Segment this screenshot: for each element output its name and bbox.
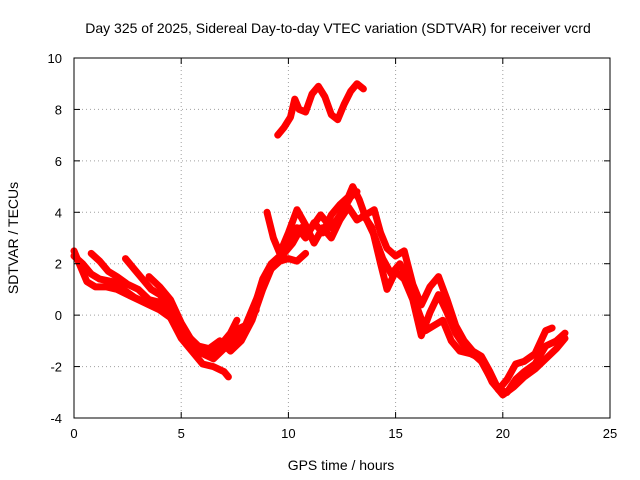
series-arc-7 [263,203,556,394]
x-tick-label: 5 [178,426,185,441]
x-tick-labels: 0 5 10 15 20 25 [70,426,617,441]
x-tick-label: 10 [281,426,295,441]
x-tick-label: 15 [388,426,402,441]
y-tick-label: 4 [55,205,62,220]
axis-ticks [73,57,611,419]
x-tick-label: 0 [70,426,77,441]
x-axis-label: GPS time / hours [288,457,395,473]
series-arc-8 [359,211,569,396]
series-arc-9 [274,80,367,139]
y-tick-label: 6 [55,154,62,169]
chart-title: Day 325 of 2025, Sidereal Day-to-day VTE… [85,20,591,36]
plot-frame [73,57,611,419]
y-tick-label: 0 [55,308,62,323]
y-tick-label: 8 [55,102,62,117]
y-tick-label: 2 [55,257,62,272]
x-tick-label: 25 [603,426,617,441]
y-tick-label: -4 [50,411,62,426]
y-tick-label: 10 [48,51,62,66]
y-tick-labels: -4 -2 0 2 4 6 8 10 [48,51,62,426]
y-tick-label: -2 [50,360,62,375]
y-axis-label: SDTVAR / TECUs [5,182,21,294]
x-tick-label: 20 [496,426,510,441]
data-series [70,80,569,399]
